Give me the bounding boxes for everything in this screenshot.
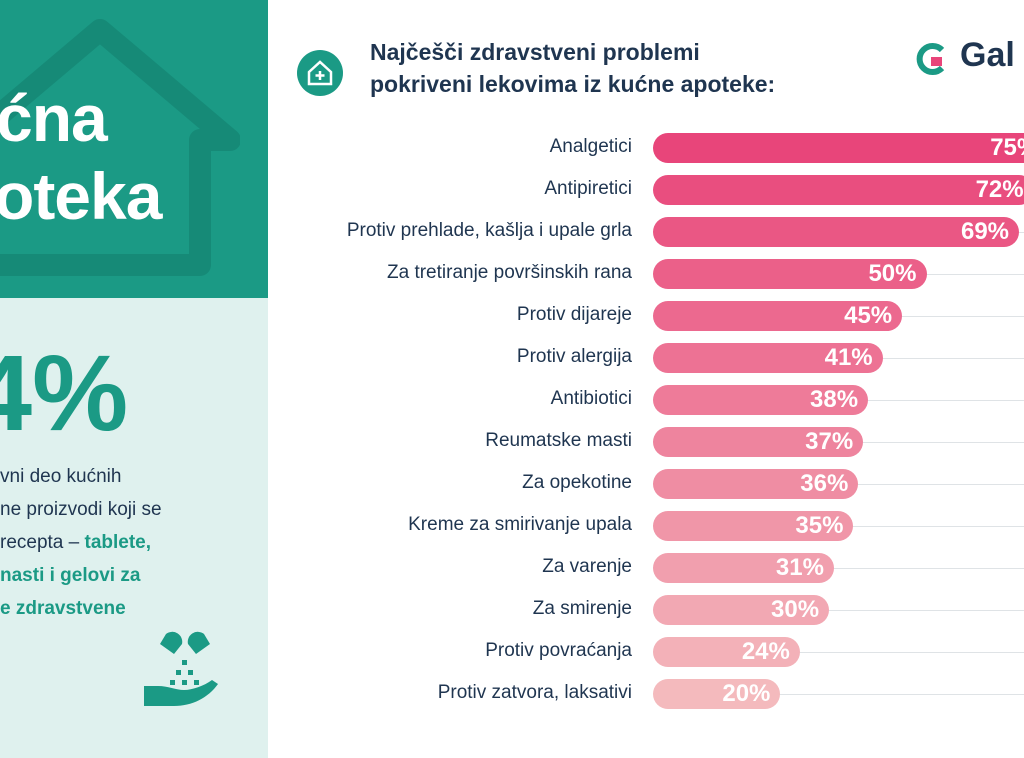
- bar-value-label: 69%: [960, 218, 1010, 245]
- category-label: Protiv prehlade, kašlja i upale grla: [346, 220, 632, 241]
- bar: [653, 175, 1024, 205]
- gridline: [819, 610, 1024, 611]
- bar-value-label: 41%: [824, 344, 873, 371]
- bar: [653, 637, 800, 667]
- bar: [653, 343, 883, 373]
- bar: [653, 385, 869, 415]
- bar: [653, 259, 927, 289]
- bar: [653, 133, 1024, 163]
- bar-value-label: 24%: [741, 638, 790, 665]
- para-line-5: e zdravstvene: [0, 598, 126, 619]
- pill-hand-icon: [144, 631, 218, 706]
- bar: [653, 511, 854, 541]
- info-paragraph: vni deo kućnih ne proizvodi koji se rece…: [0, 460, 268, 625]
- category-label: Za opekotine: [522, 472, 632, 493]
- bar: [653, 301, 903, 331]
- category-label: Za smirenje: [532, 598, 632, 619]
- bar-value-label: 35%: [795, 512, 844, 539]
- category-label: Antipiretici: [544, 178, 632, 199]
- house-plus-icon: [297, 50, 343, 96]
- category-label: Za tretiranje površinskih rana: [387, 262, 632, 283]
- gridline: [853, 442, 1024, 443]
- bar: [653, 553, 834, 583]
- bar: [653, 427, 864, 457]
- chart-title-line-1: Najčešči zdravstveni problemi: [370, 39, 700, 65]
- bar-value-label: 75%: [990, 134, 1024, 161]
- gridline: [789, 652, 1024, 653]
- bar-value-label: 20%: [722, 680, 771, 707]
- bar-value-label: 38%: [810, 386, 859, 413]
- gridline: [843, 526, 1024, 527]
- bar-value-label: 37%: [805, 428, 854, 455]
- bar-value-label: 45%: [844, 302, 893, 329]
- para-line-2: ne proizvodi koji se: [0, 499, 162, 520]
- gridline: [872, 358, 1024, 359]
- category-label: Protiv povraćanja: [485, 640, 632, 661]
- logo-text: Gal: [960, 36, 1015, 74]
- gridline: [858, 400, 1024, 401]
- para-line-3-bold: tablete,: [84, 532, 152, 553]
- bar: [653, 679, 781, 709]
- gridline: [916, 274, 1024, 275]
- gridline: [770, 694, 1024, 695]
- chart-title: Najčešči zdravstveni problemi pokriveni …: [370, 36, 775, 100]
- para-line-4: nasti i gelovi za: [0, 565, 141, 586]
- left-header-panel: ćna oteka: [0, 0, 268, 298]
- bar: [653, 217, 1020, 247]
- para-line-3-plain: recepta –: [0, 532, 85, 553]
- chart-title-line-2: pokriveni lekovima iz kućne apoteke:: [370, 71, 776, 97]
- gridline: [848, 484, 1024, 485]
- logo-g-icon: [916, 43, 945, 75]
- bar: [653, 469, 859, 499]
- category-label: Kreme za smirivanje upala: [408, 514, 632, 535]
- bar: [653, 595, 830, 625]
- bar-value-label: 72%: [975, 176, 1024, 203]
- category-label: Reumatske masti: [485, 430, 632, 451]
- left-info-panel: [0, 298, 268, 758]
- category-label: Za varenje: [542, 556, 632, 577]
- category-label: Protiv dijareje: [516, 304, 632, 325]
- para-line-1: vni deo kućnih: [0, 466, 122, 487]
- category-label: Protiv zatvora, laksativi: [437, 682, 632, 703]
- bar-value-label: 50%: [868, 260, 917, 287]
- title-line-1: ćna: [0, 81, 108, 155]
- category-label: Analgetici: [549, 136, 632, 157]
- para-line-3: recepta – tablete,: [0, 526, 268, 559]
- big-percent: 4%: [0, 332, 129, 453]
- gridline: [823, 568, 1024, 569]
- category-label: Antibiotici: [550, 388, 632, 409]
- bar-value-label: 30%: [771, 596, 820, 623]
- bar-value-label: 31%: [775, 554, 824, 581]
- title-line-2: oteka: [0, 159, 162, 233]
- bar-value-label: 36%: [800, 470, 849, 497]
- gridline: [892, 316, 1024, 317]
- category-label: Protiv alergija: [516, 346, 632, 367]
- house-outline-icon: [0, 19, 240, 276]
